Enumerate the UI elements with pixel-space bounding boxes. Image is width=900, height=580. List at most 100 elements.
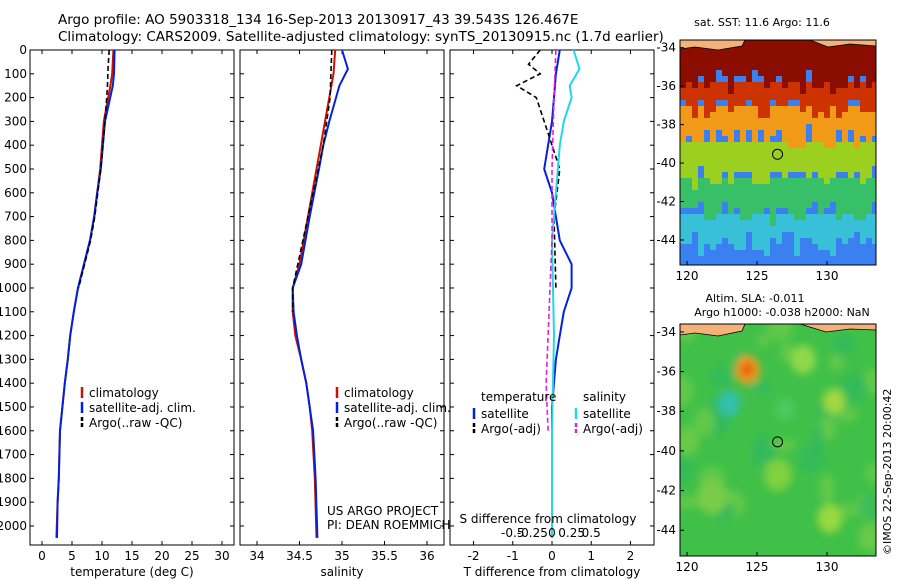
sst-cell — [848, 196, 855, 203]
sst-cell — [764, 94, 771, 101]
sst-cell — [686, 214, 693, 221]
sst-cell — [794, 136, 801, 143]
sst-cell — [842, 154, 849, 161]
sst-cell — [854, 202, 861, 209]
sst-cell — [836, 64, 843, 71]
sst-cell — [872, 166, 876, 173]
sst-cell — [860, 220, 867, 227]
sst-cell — [788, 172, 795, 179]
sst-cell — [776, 214, 783, 221]
sst-cell — [698, 142, 705, 149]
sst-cell — [854, 154, 861, 161]
sst-cell — [800, 190, 807, 197]
sst-cell — [722, 190, 729, 197]
sst-cell — [692, 64, 699, 71]
sst-cell — [872, 256, 876, 263]
sst-cell — [758, 232, 765, 239]
sst-cell — [788, 190, 795, 197]
sst-cell — [758, 100, 765, 107]
sst-cell — [800, 46, 807, 53]
difference-xlabel: T difference from climatology — [463, 565, 641, 579]
sst-cell — [764, 262, 771, 265]
sst-cell — [830, 166, 837, 173]
sst-cell — [818, 124, 825, 131]
sst-cell — [764, 256, 771, 263]
sst-cell — [860, 130, 867, 137]
sst-cell — [746, 238, 753, 245]
sst-cell — [794, 202, 801, 209]
sst-cell — [734, 172, 741, 179]
sst-cell — [824, 124, 831, 131]
sla-anomaly — [779, 341, 794, 363]
sst-cell — [722, 142, 729, 149]
sst-cell — [716, 196, 723, 203]
sst-cell — [764, 52, 771, 59]
sst-cell — [806, 226, 813, 233]
sst-cell — [710, 100, 717, 107]
sst-cell — [746, 190, 753, 197]
sst-cell — [872, 118, 876, 125]
sst-cell — [788, 52, 795, 59]
sst-cell — [854, 76, 861, 83]
sst-cell — [860, 232, 867, 239]
sst-cell — [860, 226, 867, 233]
sst-cell — [758, 94, 765, 101]
sst-cell — [776, 58, 783, 65]
sst-cell — [812, 70, 819, 77]
sst-cell — [860, 196, 867, 203]
sst-cell — [734, 106, 741, 113]
sst-cell — [830, 88, 837, 95]
sst-cell — [758, 172, 765, 179]
sst-cell — [812, 88, 819, 95]
sst-cell — [740, 82, 747, 89]
sst-cell — [758, 178, 765, 185]
sst-cell — [782, 196, 789, 203]
sst-cell — [818, 154, 825, 161]
sst-cell — [800, 136, 807, 143]
sst-cell — [698, 70, 705, 77]
sst-cell — [728, 220, 735, 227]
sla-blob — [817, 503, 843, 533]
sst-cell — [746, 88, 753, 95]
sst-cell — [710, 238, 717, 245]
sst-cell — [794, 88, 801, 95]
sst-cell — [860, 238, 867, 245]
sst-cell — [704, 82, 711, 89]
sst-cell — [782, 58, 789, 65]
sst-cell — [776, 238, 783, 245]
sst-cell — [854, 52, 861, 59]
sst-cell — [842, 160, 849, 167]
sst-cell — [800, 202, 807, 209]
sst-cell — [752, 154, 759, 161]
sst-map-ytick-label: -42 — [656, 195, 676, 209]
sst-cell — [704, 160, 711, 167]
sst-cell — [842, 130, 849, 137]
temperature-legend-label: Argo(..raw -QC) — [89, 416, 182, 430]
sst-cell — [758, 136, 765, 143]
sst-cell — [764, 250, 771, 257]
sst-cell — [824, 100, 831, 107]
sst-cell — [740, 196, 747, 203]
difference-xtick-label: 0 — [548, 549, 556, 563]
sst-cell — [764, 226, 771, 233]
sst-cell — [698, 220, 705, 227]
sst-cell — [836, 250, 843, 257]
sst-cell — [764, 46, 771, 53]
sst-cell — [800, 88, 807, 95]
sst-cell — [842, 190, 849, 197]
sst-cell — [788, 124, 795, 131]
sst-cell — [752, 40, 759, 47]
sst-cell — [842, 106, 849, 113]
sst-cell — [722, 100, 729, 107]
sst-cell — [740, 136, 747, 143]
sst-cell — [872, 112, 876, 119]
sst-cell — [746, 244, 753, 251]
sst-cell — [692, 148, 699, 155]
depth-tick-label: 300 — [4, 114, 27, 128]
sst-cell — [806, 130, 813, 137]
sst-cell — [764, 244, 771, 251]
sst-cell — [866, 88, 873, 95]
sst-cell — [692, 202, 699, 209]
sst-cell — [722, 196, 729, 203]
